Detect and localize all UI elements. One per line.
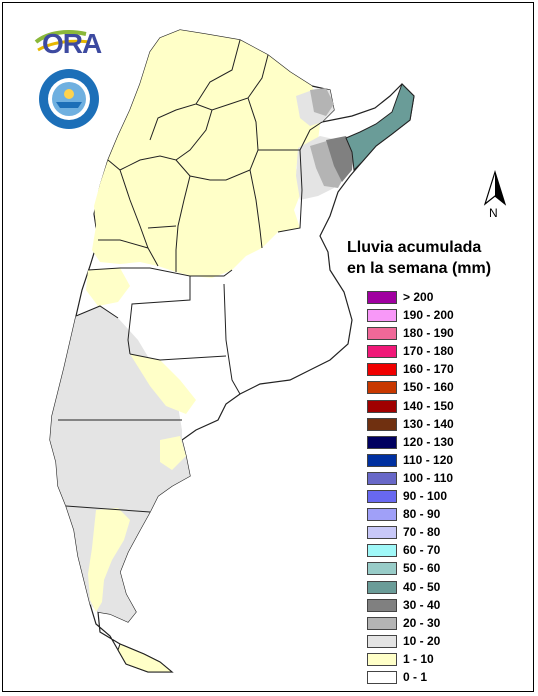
- legend-label: 100 - 110: [403, 470, 454, 485]
- legend-swatch: [367, 363, 397, 377]
- rain-zone-1-10-coast: [160, 436, 186, 470]
- legend-swatch: [367, 544, 397, 558]
- legend-label: 90 - 100: [403, 489, 448, 504]
- rain-zone-1-10-north: [92, 30, 322, 278]
- legend-title-line2: en la semana (mm): [347, 260, 492, 277]
- legend-swatch: [367, 652, 397, 666]
- legend-label: 50 - 60: [403, 561, 441, 576]
- legend-label: 180 - 190: [403, 326, 454, 341]
- legend-label: 190 - 200: [403, 308, 454, 323]
- legend-label: 140 - 150: [403, 398, 454, 413]
- legend-label: 110 - 120: [403, 452, 454, 467]
- legend-swatch: [367, 634, 397, 648]
- north-arrow-icon: [483, 170, 507, 206]
- legend-label: 60 - 70: [403, 543, 441, 558]
- legend-label: 130 - 140: [403, 416, 454, 431]
- rain-zone-40-50: [345, 83, 415, 172]
- legend-swatch: [367, 435, 397, 449]
- legend-label: 160 - 170: [403, 362, 454, 377]
- legend-swatch: [367, 327, 397, 341]
- ora-logo: [34, 30, 91, 52]
- legend-swatch: [367, 471, 397, 485]
- north-label: N: [489, 206, 498, 220]
- rain-zone-1-10-tierra-del-fuego: [117, 643, 174, 673]
- legend-label: 80 - 90: [403, 507, 441, 522]
- legend-swatch: [367, 526, 397, 540]
- legend-label: 30 - 40: [403, 597, 441, 612]
- legend-swatch: [367, 598, 397, 612]
- rain-zone-1-10-patagonia: [88, 508, 130, 612]
- legend-label: 0 - 1: [403, 669, 428, 684]
- legend-title: Lluvia acumulada en la semana (mm): [347, 237, 527, 279]
- legend-label: 20 - 30: [403, 615, 441, 630]
- legend-swatch: [367, 345, 397, 359]
- legend-swatch: [367, 508, 397, 522]
- legend-swatch: [367, 399, 397, 413]
- legend-swatch: [367, 580, 397, 594]
- legend-swatch: [367, 291, 397, 304]
- legend-swatch: [367, 453, 397, 467]
- legend-label: 10 - 20: [403, 633, 441, 648]
- rain-zone-30-40: [326, 136, 354, 182]
- legend-label: 1 - 10: [403, 651, 434, 666]
- legend-swatch: [367, 309, 397, 323]
- legend-swatch: [367, 670, 397, 684]
- rain-zone-20-30: [310, 88, 334, 116]
- rain-zone-1-10-cuyo: [86, 268, 130, 306]
- legend-swatch: [367, 616, 397, 630]
- legend-label: > 200: [403, 290, 434, 304]
- legend-title-line1: Lluvia acumulada: [347, 239, 482, 256]
- legend-swatch: [367, 490, 397, 504]
- legend-label: 150 - 160: [403, 380, 454, 395]
- legend-swatch: [367, 381, 397, 395]
- province-borders: [58, 39, 323, 513]
- rain-zone-1-10-buenosaires: [130, 354, 196, 414]
- ora-logo-text: ORA: [42, 28, 102, 59]
- smn-seal-logo: [39, 69, 99, 129]
- legend-swatch: [367, 562, 397, 576]
- legend-label: 170 - 180: [403, 344, 454, 359]
- legend-swatch: [367, 417, 397, 431]
- legend-label: 40 - 50: [403, 579, 441, 594]
- legend-label: 120 - 130: [403, 434, 454, 449]
- legend-label: 70 - 80: [403, 525, 441, 540]
